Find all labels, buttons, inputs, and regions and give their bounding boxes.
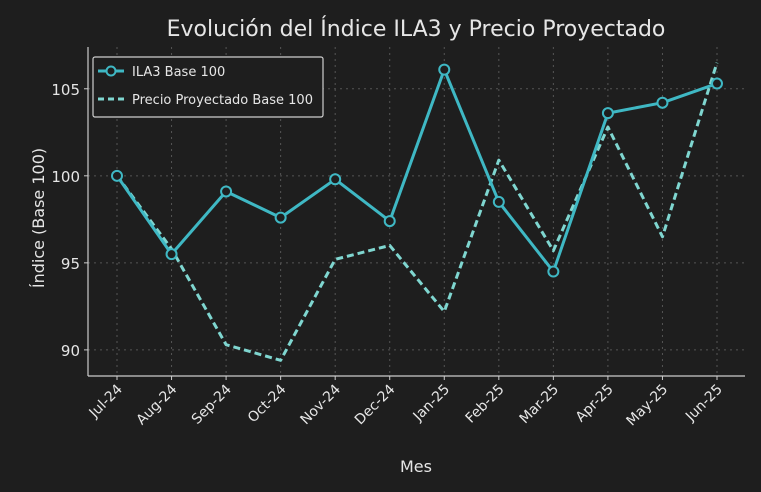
legend-marker-ila3 <box>105 65 117 77</box>
y-tick-label: 90 <box>61 342 80 360</box>
y-tick-label: 105 <box>51 81 80 99</box>
series-line-precio <box>115 62 719 362</box>
data-point-ila3 <box>711 77 723 90</box>
x-tick-label: Feb-25 <box>463 382 508 427</box>
data-point-ila3 <box>111 169 123 182</box>
series-line-ila3 <box>115 68 718 274</box>
data-point-ila3 <box>274 211 287 224</box>
data-point-ila3 <box>220 185 233 198</box>
data-point-ila3 <box>656 96 669 109</box>
x-tick-label: Aug-24 <box>134 381 181 428</box>
data-point-ila3 <box>601 107 614 120</box>
x-tick-label: Jun-25 <box>682 382 726 426</box>
x-tick-label: Oct-24 <box>245 381 290 426</box>
data-point-ila3 <box>438 63 451 76</box>
legend: ILA3 Base 100 Precio Proyectado Base 100 <box>92 56 324 118</box>
x-axis-label: Mes <box>400 457 432 476</box>
x-tick-label: Nov-24 <box>297 381 344 428</box>
x-tick-label: Mar-25 <box>517 382 563 428</box>
x-tick-label: Sep-24 <box>189 381 235 427</box>
x-tick-label: Apr-25 <box>573 382 617 426</box>
chart-title: Evolución del Índice ILA3 y Precio Proye… <box>167 16 666 42</box>
x-tick-label: Jan-25 <box>410 382 453 425</box>
y-tick-label: 95 <box>61 255 80 273</box>
x-tick-label: May-25 <box>623 382 671 430</box>
legend-label-ila3: ILA3 Base 100 <box>132 65 225 80</box>
legend-box <box>92 56 324 118</box>
y-axis-label: Índice (Base 100) <box>29 148 48 288</box>
data-point-ila3 <box>329 173 342 186</box>
data-point-ila3 <box>165 248 178 261</box>
x-tick-label: Dec-24 <box>352 381 399 428</box>
x-tick-label: Jul-24 <box>86 381 126 421</box>
y-tick-label: 100 <box>51 168 80 186</box>
legend-label-precio: Precio Proyectado Base 100 <box>132 93 313 108</box>
data-point-ila3 <box>492 195 505 208</box>
data-point-ila3 <box>383 215 396 228</box>
data-point-ila3 <box>547 265 560 278</box>
